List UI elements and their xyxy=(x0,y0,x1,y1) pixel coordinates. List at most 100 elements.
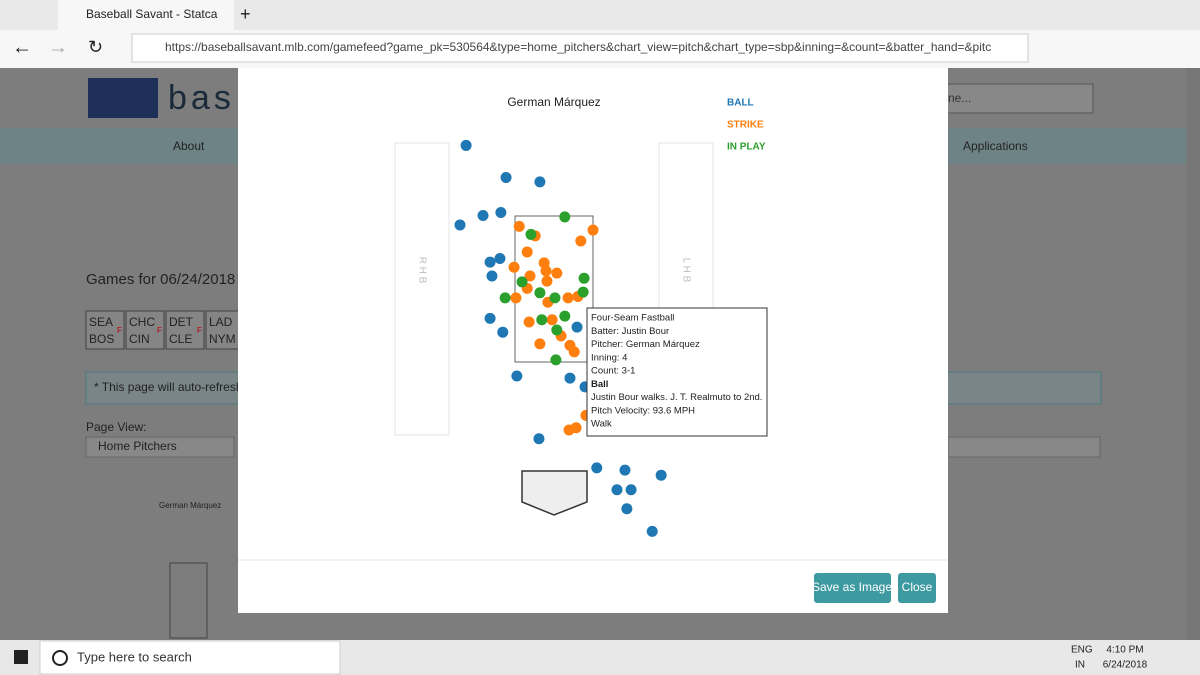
pitch-dot[interactable] xyxy=(551,267,563,279)
pitch-dot[interactable] xyxy=(577,286,589,298)
pitch-dot[interactable] xyxy=(587,224,599,236)
game-cell[interactable] xyxy=(165,310,205,350)
game-status: F xyxy=(157,326,162,335)
lang: ENG xyxy=(1071,645,1093,656)
pitch-dot[interactable] xyxy=(524,270,536,282)
tooltip-line: Pitcher: German Márquez xyxy=(591,339,700,350)
pitch-dot[interactable] xyxy=(516,276,528,288)
pitch-dot[interactable] xyxy=(611,484,623,496)
filter-box xyxy=(947,436,1101,458)
home-plate xyxy=(521,470,588,516)
pitch-dot[interactable] xyxy=(546,314,558,326)
pitch-dot[interactable] xyxy=(499,292,511,304)
game-status: F xyxy=(117,326,122,335)
pitch-dot[interactable] xyxy=(621,503,633,515)
tooltip-line: Count: 3-1 xyxy=(591,366,635,377)
tooltip-line: Inning: 4 xyxy=(591,352,627,363)
pitch-dot[interactable] xyxy=(571,321,583,333)
search-icon xyxy=(52,650,68,666)
back-button[interactable]: ← xyxy=(12,36,32,58)
pitch-dot[interactable] xyxy=(619,464,631,476)
pitch-dot[interactable] xyxy=(497,326,509,338)
address-bar[interactable] xyxy=(131,33,1029,63)
pitch-dot[interactable] xyxy=(510,292,522,304)
pitch-dot[interactable] xyxy=(460,139,472,151)
nav-item[interactable]: Applications xyxy=(963,139,1028,153)
mini-strike-zone xyxy=(169,562,208,639)
pitch-dot[interactable] xyxy=(563,424,575,436)
pitch-dot[interactable] xyxy=(549,292,561,304)
tooltip-line: Batter: Justin Bour xyxy=(591,326,669,337)
pitch-dot[interactable] xyxy=(591,462,603,474)
save-button[interactable] xyxy=(814,573,891,603)
lhb-label: L H B xyxy=(680,258,691,283)
pitch-dot[interactable] xyxy=(494,253,506,265)
pitch-dot[interactable] xyxy=(559,310,571,322)
pitch-dot[interactable] xyxy=(477,209,489,221)
pitch-dot[interactable] xyxy=(559,211,571,223)
pitch-dot[interactable] xyxy=(495,207,507,219)
rhb-label: R H B xyxy=(416,257,427,284)
pitch-dot[interactable] xyxy=(625,484,637,496)
clock-time: 4:10 PM xyxy=(1106,645,1143,656)
pitch-dot[interactable] xyxy=(533,433,545,445)
close-button[interactable] xyxy=(898,573,936,603)
pitch-dot[interactable] xyxy=(551,324,563,336)
pitch-dot[interactable] xyxy=(484,256,496,268)
search-text: Type here to search xyxy=(77,649,192,664)
pitch-dot[interactable] xyxy=(562,292,574,304)
game-cell[interactable] xyxy=(125,310,165,350)
pitch-dot[interactable] xyxy=(511,370,523,382)
region: IN xyxy=(1075,660,1085,671)
start-button[interactable] xyxy=(14,650,28,664)
game-cell[interactable] xyxy=(205,310,245,350)
mini-chart-title: German Márquez xyxy=(159,501,221,510)
new-tab[interactable]: + xyxy=(240,4,251,24)
away-team: SEA xyxy=(89,315,113,329)
page-view-select[interactable] xyxy=(85,436,235,458)
pitch-dot[interactable] xyxy=(484,312,496,324)
taskbar-search[interactable] xyxy=(39,640,341,675)
game-cell[interactable] xyxy=(85,310,125,350)
nav-item[interactable]: About xyxy=(173,139,205,153)
home-team: NYM xyxy=(209,332,236,346)
pitch-dot[interactable] xyxy=(534,176,546,188)
legend-entry: IN PLAY xyxy=(727,142,766,153)
tooltip-line: Ball xyxy=(591,379,608,390)
pitch-dot[interactable] xyxy=(655,469,667,481)
pitch-dot[interactable] xyxy=(646,525,658,537)
page-view-value: Home Pitchers xyxy=(98,439,177,453)
refresh-button[interactable]: ↻ xyxy=(88,37,103,57)
pitch-dot[interactable] xyxy=(500,172,512,184)
pitch-dot[interactable] xyxy=(536,314,548,326)
away-team: CHC xyxy=(129,315,155,329)
pitch-dot[interactable] xyxy=(550,354,562,366)
forward-button[interactable]: → xyxy=(48,36,68,58)
tab[interactable] xyxy=(58,0,234,30)
pitch-dot[interactable] xyxy=(508,261,520,273)
search-box[interactable] xyxy=(939,83,1094,114)
tooltip-line: Four-Seam Fastball xyxy=(591,313,674,324)
pitch-dot[interactable] xyxy=(568,346,580,358)
logo-text: bas xyxy=(168,79,235,117)
tab-title: Baseball Savant - Statca xyxy=(86,7,218,21)
pitch-dot[interactable] xyxy=(540,265,552,277)
legend-entry: BALL xyxy=(727,98,754,109)
pitch-dot[interactable] xyxy=(578,272,590,284)
away-team: DET xyxy=(169,315,194,329)
rhb-box xyxy=(394,142,450,436)
home-team: CLE xyxy=(169,332,192,346)
pitch-dot[interactable] xyxy=(513,220,525,232)
pitch-dot[interactable] xyxy=(521,246,533,258)
pitch-dot[interactable] xyxy=(534,338,546,350)
pitch-dot[interactable] xyxy=(523,316,535,328)
pitch-dot[interactable] xyxy=(541,275,553,287)
pitch-dot[interactable] xyxy=(525,228,537,240)
pitch-dot[interactable] xyxy=(454,219,466,231)
pitch-dot[interactable] xyxy=(486,270,498,282)
save-button-label: Save as Image xyxy=(812,580,892,594)
pitch-dot[interactable] xyxy=(575,235,587,247)
refresh-note: * This page will auto-refresh. xyxy=(94,380,246,394)
pitch-dot[interactable] xyxy=(564,372,576,384)
pitch-dot[interactable] xyxy=(534,287,546,299)
